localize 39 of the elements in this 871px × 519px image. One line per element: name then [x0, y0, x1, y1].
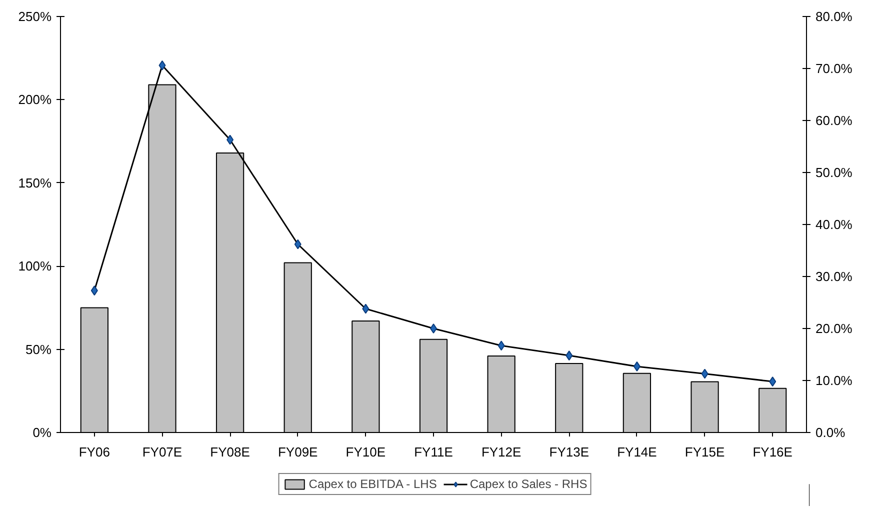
point — [769, 376, 776, 387]
x-tick-label: FY10E — [346, 444, 386, 460]
point — [226, 134, 234, 145]
point — [633, 361, 640, 372]
y-tick-label: 0% — [32, 425, 52, 440]
x-tick-label: FY15E — [684, 444, 725, 460]
x-tick-label: FY16E — [752, 444, 793, 460]
point — [566, 350, 573, 361]
y2-tick-label: 80.0% — [816, 9, 853, 24]
legend-label: Capex to EBITDA - LHS — [308, 477, 437, 491]
point — [430, 324, 437, 334]
y2-tick-label: 10.0% — [816, 373, 853, 388]
point — [158, 60, 166, 70]
y2-tick-label: 30.0% — [816, 269, 853, 284]
point — [498, 340, 505, 351]
point — [294, 239, 302, 250]
y2-tick-label: 40.0% — [816, 217, 853, 232]
point — [90, 286, 98, 296]
point — [701, 368, 708, 379]
y2-tick-label: 0.0% — [816, 425, 846, 440]
x-tick-label: FY06 — [78, 444, 110, 460]
point — [362, 304, 370, 314]
y-tick-label: 50% — [25, 342, 52, 357]
x-tick-label: FY14E — [617, 444, 658, 460]
y-tick-label: 150% — [18, 175, 52, 190]
x-tick-label: FY09E — [278, 444, 318, 460]
y2-tick-label: 70.0% — [816, 61, 853, 76]
y2-tick-label: 60.0% — [816, 113, 853, 128]
y2-tick-label: 50.0% — [816, 165, 853, 180]
y-tick-label: 100% — [18, 258, 52, 274]
x-tick-label: FY11E — [414, 444, 454, 460]
x-tick-label: FY08E — [210, 444, 250, 460]
x-tick-label: FY13E — [549, 444, 590, 460]
x-tick-label: FY07E — [142, 444, 182, 460]
legend-label: Capex to Sales - RHS — [470, 477, 588, 491]
y-tick-label: 200% — [18, 92, 52, 108]
y2-tick-label: 20.0% — [816, 321, 853, 336]
x-tick-label: FY12E — [481, 444, 522, 460]
y-tick-label: 250% — [18, 9, 52, 24]
